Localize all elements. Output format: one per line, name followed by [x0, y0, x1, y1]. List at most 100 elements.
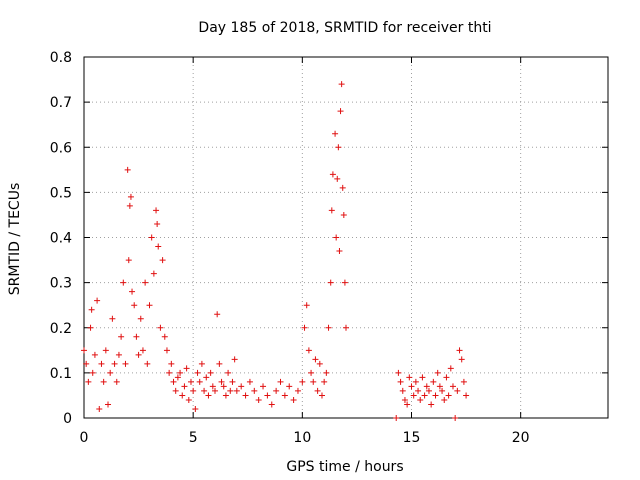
data-point: [190, 387, 197, 394]
data-point: [273, 387, 280, 394]
data-point: [96, 405, 103, 412]
data-point: [268, 401, 275, 408]
data-point: [129, 288, 136, 295]
data-point: [131, 302, 138, 309]
data-point: [214, 311, 221, 318]
data-point: [334, 175, 341, 182]
data-point: [87, 324, 94, 331]
data-point: [203, 374, 210, 381]
data-point: [415, 387, 422, 394]
y-tick-label: 0.8: [50, 50, 72, 66]
data-point: [124, 166, 131, 173]
data-point: [343, 324, 349, 331]
data-point: [460, 378, 467, 385]
data-point: [107, 369, 114, 376]
data-point: [225, 369, 232, 376]
data-point: [430, 378, 437, 385]
data-point: [456, 347, 463, 354]
data-point: [222, 392, 229, 399]
data-point: [312, 356, 319, 363]
data-point: [157, 324, 164, 331]
data-point: [153, 207, 160, 214]
data-point: [201, 387, 208, 394]
data-point: [443, 374, 450, 381]
data-point: [109, 315, 116, 322]
data-point: [310, 378, 317, 385]
data-point: [449, 383, 456, 390]
y-tick-label: 0.5: [50, 185, 72, 201]
data-point: [144, 360, 151, 367]
data-point: [401, 396, 408, 403]
data-point: [229, 378, 236, 385]
data-point: [393, 415, 400, 421]
data-point: [113, 378, 120, 385]
data-point: [150, 270, 157, 277]
x-tick-label: 15: [403, 430, 421, 446]
y-tick-label: 0: [63, 411, 72, 427]
data-point: [316, 360, 323, 367]
data-point: [336, 248, 343, 255]
data-point: [445, 392, 452, 399]
data-point: [231, 356, 238, 363]
data-point: [299, 378, 306, 385]
data-point: [242, 392, 249, 399]
data-point: [432, 392, 439, 399]
data-point: [85, 378, 92, 385]
data-point: [339, 184, 346, 191]
data-point: [183, 365, 190, 372]
data-point: [166, 369, 173, 376]
data-point: [179, 392, 186, 399]
x-tick-label: 10: [293, 430, 311, 446]
data-point: [227, 387, 234, 394]
data-point: [332, 130, 339, 137]
data-point: [187, 378, 194, 385]
data-point: [260, 383, 267, 390]
data-point: [91, 351, 98, 358]
data-point: [154, 220, 161, 227]
data-point: [321, 378, 328, 385]
data-point: [333, 234, 340, 241]
data-point: [161, 333, 168, 340]
data-point: [135, 351, 142, 358]
data-point: [423, 383, 430, 390]
data-point: [452, 415, 459, 421]
data-point: [314, 387, 321, 394]
data-point: [318, 392, 325, 399]
data-point: [337, 108, 344, 115]
data-point: [168, 360, 175, 367]
data-point: [323, 369, 330, 376]
data-point: [209, 383, 216, 390]
data-point: [454, 387, 461, 394]
data-point: [417, 396, 424, 403]
data-point: [220, 383, 227, 390]
data-point: [83, 360, 90, 367]
data-point: [98, 360, 105, 367]
data-point: [325, 324, 332, 331]
data-point: [447, 365, 454, 372]
data-point: [425, 387, 432, 394]
data-point: [233, 387, 240, 394]
data-point: [155, 243, 162, 250]
data-point: [126, 202, 133, 209]
data-point: [170, 378, 177, 385]
data-point: [142, 279, 149, 286]
data-point: [277, 378, 284, 385]
y-tick-label: 0.2: [50, 321, 72, 337]
x-tick-label: 20: [512, 430, 530, 446]
y-tick-label: 0.3: [50, 276, 72, 292]
data-point: [410, 392, 417, 399]
data-point: [329, 171, 336, 178]
data-point: [181, 383, 188, 390]
data-point: [115, 351, 122, 358]
data-point: [172, 387, 179, 394]
data-point: [88, 306, 95, 313]
data-point: [81, 347, 87, 354]
data-point: [335, 144, 342, 151]
data-point: [212, 387, 218, 394]
data-point: [412, 378, 419, 385]
data-point: [118, 333, 125, 340]
data-point: [341, 279, 348, 286]
data-point: [163, 347, 170, 354]
